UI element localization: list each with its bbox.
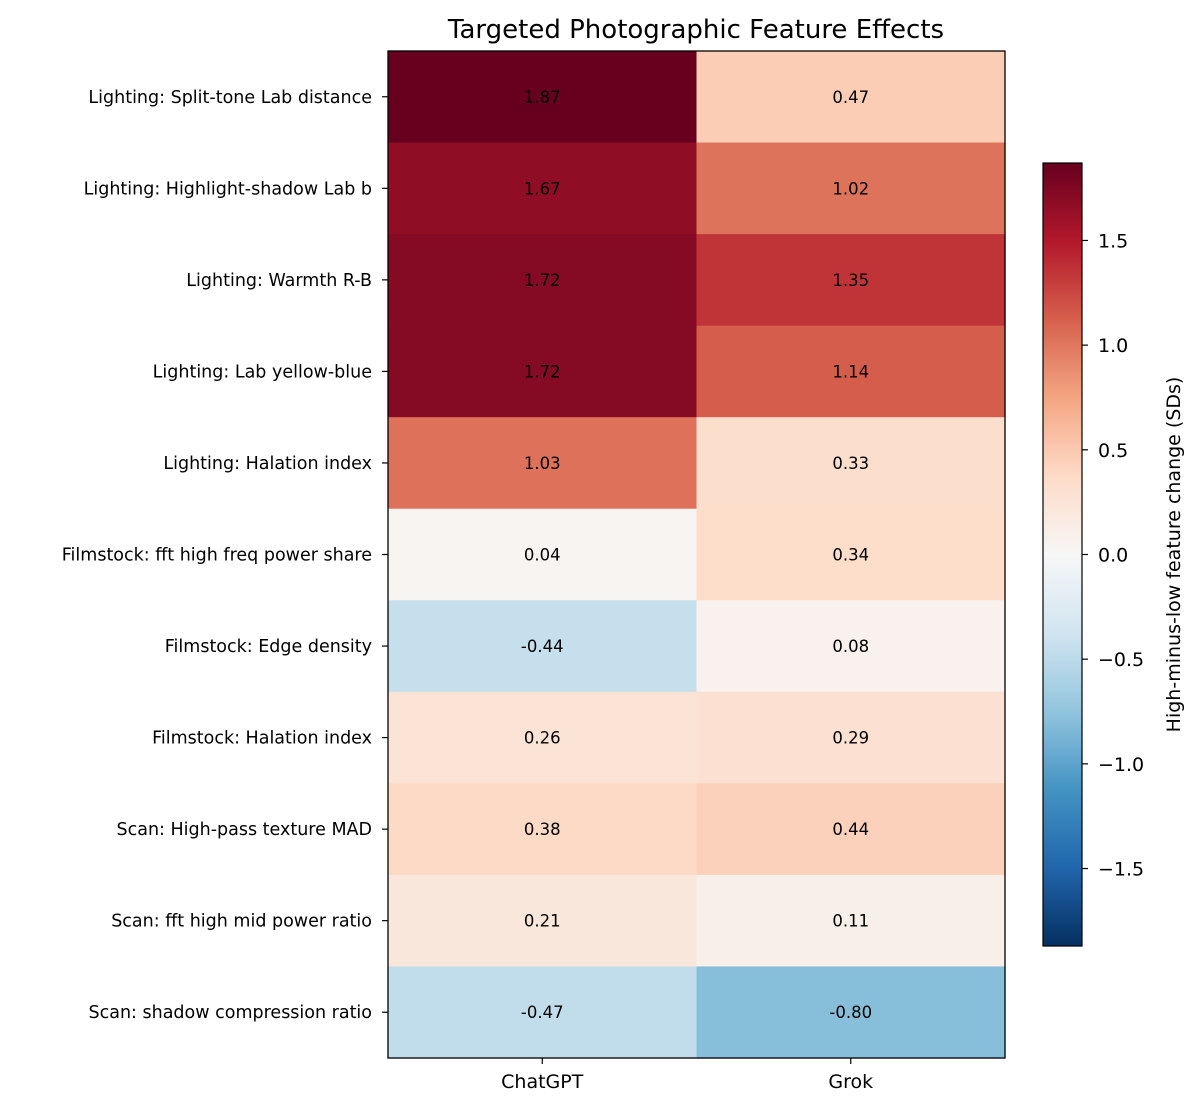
heatmap-cell-7-1 — [696, 691, 1006, 784]
cell-value-label-3-0: 1.72 — [524, 362, 561, 381]
cell-value-label-6-0: -0.44 — [521, 637, 564, 656]
cell-value-label-1-1: 1.02 — [832, 179, 869, 198]
heatmap-cell-3-0 — [388, 325, 698, 418]
cell-value-label-5-1: 0.34 — [832, 546, 869, 565]
row-labels: Lighting: Split-tone Lab distance Lightin… — [62, 88, 388, 1023]
row-label-10: Scan: shadow compression ratio — [89, 1003, 373, 1023]
heatmap-cell-2-1 — [696, 234, 1006, 327]
cell-value-label-4-0: 1.03 — [524, 454, 561, 473]
row-label-1: Lighting: Highlight-shadow Lab b — [84, 179, 372, 199]
colorbar-tick-label-3: 0.0 — [1098, 545, 1128, 567]
cell-value-label-5-0: 0.04 — [524, 546, 561, 565]
heatmap-cell-0-0 — [388, 51, 698, 144]
heatmap-cell-9-0 — [388, 874, 698, 968]
heatmap-cell-8-0 — [388, 783, 698, 876]
colorbar-tick-label-5: −1.0 — [1098, 754, 1144, 776]
colorbar-label: High-minus-low feature change (SDs) — [1163, 377, 1185, 733]
cell-value-label-9-1: 0.11 — [832, 912, 869, 931]
heatmap-cell-6-0 — [388, 600, 698, 693]
heatmap-cell-8-1 — [696, 783, 1006, 876]
column-label-0: ChatGPT — [501, 1071, 584, 1093]
heatmap-cell-7-0 — [388, 691, 698, 784]
row-label-7: Filmstock: Halation index — [152, 729, 372, 749]
heatmap-cell-5-0 — [388, 508, 698, 601]
heatmap-cell-5-1 — [696, 508, 1006, 601]
heatmap-cell-9-1 — [696, 874, 1006, 968]
colorbar-tick-label-2: 0.5 — [1098, 440, 1128, 462]
cell-value-label-3-1: 1.14 — [832, 362, 869, 381]
chart-title: Targeted Photographic Feature Effects — [447, 15, 944, 45]
cell-value-label-0-1: 0.47 — [832, 88, 869, 107]
heatmap-cell-0-1 — [696, 51, 1006, 144]
cell-value-label-8-0: 0.38 — [524, 820, 561, 839]
heatmap-cell-4-1 — [696, 417, 1006, 510]
row-label-3: Lighting: Lab yellow-blue — [153, 362, 372, 382]
cell-value-label-9-0: 0.21 — [524, 912, 561, 931]
cell-value-label-10-0: -0.47 — [521, 1003, 564, 1022]
heatmap-cell-10-1 — [696, 966, 1006, 1059]
cell-value-label-8-1: 0.44 — [832, 820, 869, 839]
colorbar-tick-label-0: 1.5 — [1098, 230, 1128, 252]
heatmap-cell-1-1 — [696, 142, 1006, 235]
colorbar: 1.5 1.0 0.5 0.0 −0.5 −1.0 −1.5 High-minus-low f… — [1042, 162, 1185, 947]
heatmap-cell-1-0 — [388, 142, 698, 235]
row-label-2: Lighting: Warmth R-B — [186, 271, 372, 291]
cell-value-label-2-1: 1.35 — [832, 271, 869, 290]
cell-value-label-0-0: 1.87 — [524, 88, 561, 107]
column-label-1: Grok — [828, 1071, 873, 1093]
plot-frame — [387, 50, 1006, 1059]
cell-value-label-4-1: 0.33 — [832, 454, 869, 473]
cell-value-label-7-1: 0.29 — [832, 729, 869, 748]
cell-value-label-7-0: 0.26 — [524, 729, 561, 748]
cell-value-label-6-1: 0.08 — [832, 637, 869, 656]
heatmap-cell-6-1 — [696, 600, 1006, 693]
row-label-9: Scan: fft high mid power ratio — [111, 912, 372, 932]
row-label-6: Filmstock: Edge density — [165, 637, 372, 657]
row-label-5: Filmstock: fft high freq power share — [62, 546, 372, 566]
cell-value-label-10-1: -0.80 — [829, 1003, 872, 1022]
row-label-4: Lighting: Halation index — [163, 454, 372, 474]
heatmap-cell-3-1 — [696, 325, 1006, 418]
heatmap-cell-2-0 — [388, 234, 698, 327]
row-label-0: Lighting: Split-tone Lab distance — [88, 88, 372, 108]
row-label-8: Scan: High-pass texture MAD — [117, 820, 373, 840]
cell-value-label-2-0: 1.72 — [524, 271, 561, 290]
column-labels: ChatGPT Grok — [501, 1058, 873, 1093]
colorbar-tick-label-4: −0.5 — [1098, 649, 1144, 671]
colorbar-tick-label-6: −1.5 — [1098, 859, 1144, 881]
cell-value-label-1-0: 1.67 — [524, 179, 561, 198]
heatmap-cell-10-0 — [388, 966, 698, 1059]
colorbar-tick-label-1: 1.0 — [1098, 335, 1128, 357]
heatmap-cell-4-0 — [388, 417, 698, 510]
heatmap-cells: 1.87 0.47 1.67 1.02 1.72 1.35 1.72 1.14 1.03 0.33… — [388, 51, 1006, 1059]
colorbar-gradient — [1042, 162, 1083, 947]
